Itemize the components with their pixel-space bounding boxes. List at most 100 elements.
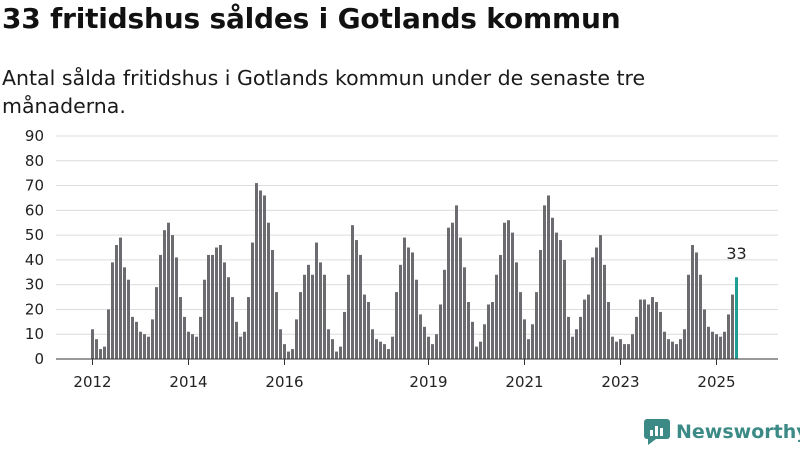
- y-axis: 0 10 20 30 40 50 60 70 80 90: [25, 127, 44, 368]
- bar: [375, 339, 378, 359]
- chart-subtitle: Antal sålda fritidshus i Gotlands kommun…: [2, 66, 646, 118]
- bar: [131, 316, 134, 359]
- bar: [671, 341, 674, 359]
- bar: [243, 331, 246, 359]
- bar: [371, 329, 374, 359]
- bar: [451, 222, 454, 359]
- x-axis: 2012 2014 2016 2019 2021 2023 2025: [56, 358, 778, 391]
- bar: [319, 262, 322, 359]
- x-tick-label: 2025: [697, 373, 735, 391]
- bar: [595, 247, 598, 359]
- bar: [355, 240, 358, 359]
- bar: [695, 252, 698, 359]
- bar: [611, 336, 614, 359]
- bar: [235, 321, 238, 359]
- bar: [411, 252, 414, 359]
- bar: [499, 254, 502, 359]
- bar: [239, 336, 242, 359]
- bar: [231, 297, 234, 359]
- bar: [527, 339, 530, 359]
- bar: [443, 269, 446, 359]
- bar: [463, 267, 466, 359]
- bar: [391, 336, 394, 359]
- bar: [283, 344, 286, 359]
- bar: [123, 267, 126, 359]
- bar: [167, 222, 170, 359]
- bar: [519, 292, 522, 359]
- bar: [639, 299, 642, 359]
- bar: [103, 346, 106, 359]
- bar: [223, 262, 226, 359]
- bar: [351, 225, 354, 359]
- bar: [91, 329, 94, 359]
- bar: [563, 259, 566, 359]
- bar: [475, 346, 478, 359]
- bar: [327, 329, 330, 359]
- bar: [307, 264, 310, 359]
- bar: [199, 316, 202, 359]
- bar: [607, 302, 610, 359]
- bar: [467, 302, 470, 359]
- bar: [107, 309, 110, 359]
- bar: [359, 254, 362, 359]
- bar: [691, 245, 694, 359]
- bar: [539, 249, 542, 359]
- highlight-value-label: 33: [726, 244, 746, 263]
- bar: [175, 257, 178, 359]
- bar: [523, 319, 526, 359]
- bar: [667, 339, 670, 359]
- bar: [99, 349, 102, 359]
- brand-name: Newsworthy: [676, 421, 800, 443]
- bar: [567, 316, 570, 359]
- bar: [111, 262, 114, 359]
- bar: [195, 336, 198, 359]
- y-tick-label: 20: [25, 300, 44, 318]
- annotations: 33: [726, 244, 746, 263]
- bar: [543, 205, 546, 359]
- bar: [483, 324, 486, 359]
- bar: [379, 341, 382, 359]
- bar: [387, 349, 390, 359]
- bar: [399, 264, 402, 359]
- bar: [267, 222, 270, 359]
- bar: [403, 237, 406, 359]
- bar: [139, 331, 142, 359]
- bar: [647, 304, 650, 359]
- bar: [179, 297, 182, 359]
- x-tick-label: 2012: [73, 373, 111, 391]
- bar: [395, 292, 398, 359]
- bar: [459, 237, 462, 359]
- bar: [291, 349, 294, 359]
- bar: [147, 336, 150, 359]
- y-tick-label: 0: [34, 350, 44, 368]
- bar: [271, 249, 274, 359]
- bar: [207, 254, 210, 359]
- bar: [571, 336, 574, 359]
- bar: [135, 321, 138, 359]
- chart-title: 33 fritidshus såldes i Gotlands kommun: [2, 2, 621, 35]
- bar: [315, 242, 318, 359]
- bar: [287, 351, 290, 359]
- bar: [535, 292, 538, 359]
- x-tick-label: 2016: [265, 373, 303, 391]
- bar: [719, 336, 722, 359]
- x-tick-label: 2021: [505, 373, 543, 391]
- bar: [635, 316, 638, 359]
- bar: [727, 314, 730, 359]
- x-tick-label: 2014: [169, 373, 207, 391]
- bar: [423, 326, 426, 359]
- newsworthy-logo-icon: [644, 419, 670, 445]
- bar: [547, 195, 550, 359]
- bar: [279, 329, 282, 359]
- bar: [583, 299, 586, 359]
- bar: [159, 254, 162, 359]
- bar: [211, 254, 214, 359]
- bar: [215, 247, 218, 359]
- bar: [655, 302, 658, 359]
- bar: [643, 299, 646, 359]
- x-tick-label: 2023: [601, 373, 639, 391]
- bar: [623, 344, 626, 359]
- bar: [343, 311, 346, 359]
- bar: [659, 311, 662, 359]
